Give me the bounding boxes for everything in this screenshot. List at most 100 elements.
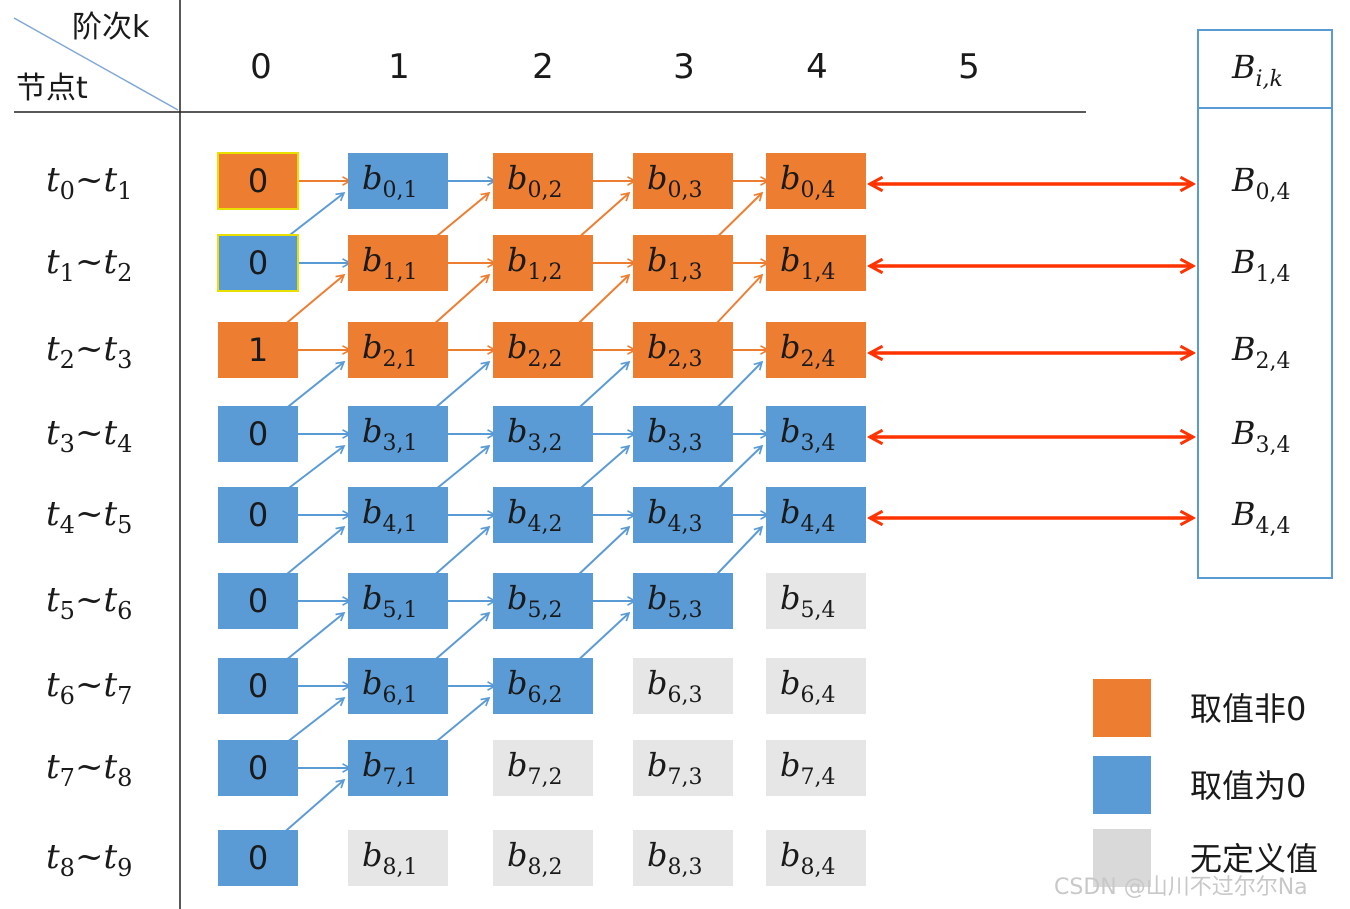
basis-label: b5,3 <box>647 579 702 623</box>
result-value: B0,4 <box>1231 161 1291 205</box>
basis-label: b8,3 <box>647 836 702 880</box>
basis-label: b1,4 <box>780 241 835 285</box>
basis-cell <box>348 658 448 714</box>
legend-swatch <box>1093 829 1151 887</box>
basis-label: b2,1 <box>362 328 417 372</box>
basis-value: 0 <box>248 667 268 705</box>
basis-label: b0,1 <box>362 159 417 203</box>
basis-cell <box>766 740 866 796</box>
basis-label: b8,1 <box>362 836 417 880</box>
legend-label: 无定义值 <box>1190 840 1318 878</box>
basis-value: 0 <box>248 496 268 534</box>
interval-label: t5~t6 <box>46 580 132 625</box>
basis-cell <box>633 573 733 629</box>
basis-value: 0 <box>248 582 268 620</box>
basis-cell <box>766 322 866 378</box>
basis-label: b5,4 <box>780 579 835 623</box>
basis-label: b0,3 <box>647 159 702 203</box>
basis-cell <box>348 322 448 378</box>
basis-cell <box>493 406 593 462</box>
basis-cell-order-0 <box>218 322 298 378</box>
order-header: 1 <box>388 47 410 87</box>
order-axis-label: 阶次k <box>72 10 150 45</box>
basis-cell-order-0 <box>218 487 298 543</box>
result-column: Bi,k B0,4 B1,4 B2,4 B3,4 B4,4 <box>1197 29 1333 579</box>
basis-label: b0,4 <box>780 159 835 203</box>
interval-label: t2~t3 <box>46 329 132 374</box>
basis-label: b3,2 <box>507 412 562 456</box>
basis-cell <box>348 573 448 629</box>
basis-cell <box>766 830 866 886</box>
basis-label: b1,1 <box>362 241 417 285</box>
basis-label: b5,1 <box>362 579 417 623</box>
basis-cell-order-0 <box>218 573 298 629</box>
basis-cell <box>348 740 448 796</box>
basis-label: b7,2 <box>507 746 562 790</box>
node-axis-label: 节点t <box>16 71 88 106</box>
basis-value: 0 <box>248 839 268 877</box>
basis-cell <box>633 235 733 291</box>
order-headers: 0 1 2 3 4 5 <box>250 47 980 87</box>
basis-cell <box>493 830 593 886</box>
basis-label: b7,4 <box>780 746 835 790</box>
basis-label: b4,2 <box>507 493 562 537</box>
basis-cell <box>766 487 866 543</box>
basis-label: b3,1 <box>362 412 417 456</box>
basis-label: b4,3 <box>647 493 702 537</box>
basis-value: 0 <box>248 415 268 453</box>
result-column-frame <box>1197 29 1333 579</box>
legend: 取值非0 取值为0 无定义值 <box>1093 679 1318 887</box>
basis-label: b2,2 <box>507 328 562 372</box>
result-value: B1,4 <box>1231 243 1291 287</box>
basis-label: b3,4 <box>780 412 835 456</box>
basis-label: b1,2 <box>507 241 562 285</box>
interval-label: t3~t4 <box>46 413 132 458</box>
basis-label: b8,2 <box>507 836 562 880</box>
basis-cell-order-0 <box>218 406 298 462</box>
result-column-header: Bi,k <box>1231 48 1283 92</box>
basis-cell <box>493 487 593 543</box>
basis-label: b2,3 <box>647 328 702 372</box>
interval-labels: t0~t1 t1~t2 t2~t3 t3~t4 t4~t5 t5~t6 t6~t7 t7~t8… <box>46 160 132 882</box>
basis-cell-order-0 <box>218 830 298 886</box>
basis-cell <box>766 573 866 629</box>
basis-cell <box>348 830 448 886</box>
basis-cells: 0 b0,1 b0,2 b0,3 b0,4 0 b1,1 b1,2 b1,3 b1,4 1 b2,1 b… <box>217 152 866 886</box>
result-value: B4,4 <box>1231 495 1291 539</box>
result-values: B0,4 B1,4 B2,4 B3,4 B4,4 <box>1231 161 1291 539</box>
basis-cell <box>633 153 733 209</box>
basis-cell <box>633 658 733 714</box>
header-diagonal <box>13 17 179 111</box>
basis-cell <box>348 235 448 291</box>
basis-cell <box>633 322 733 378</box>
legend-swatch <box>1093 756 1151 814</box>
interval-label: t8~t9 <box>46 837 132 882</box>
basis-cell <box>766 406 866 462</box>
order-header: 4 <box>806 47 828 87</box>
interval-label: t6~t7 <box>46 665 132 710</box>
basis-cell-order-0 <box>217 234 299 292</box>
basis-label: b2,4 <box>780 328 835 372</box>
basis-cell <box>348 406 448 462</box>
basis-cell-order-0 <box>218 740 298 796</box>
order-header: 0 <box>250 47 272 87</box>
basis-cell <box>633 830 733 886</box>
basis-label: b3,3 <box>647 412 702 456</box>
basis-value: 0 <box>248 244 268 282</box>
legend-label: 取值非0 <box>1190 690 1306 728</box>
interval-label: t0~t1 <box>46 160 132 205</box>
basis-cell-order-0 <box>217 152 299 210</box>
basis-cell <box>493 573 593 629</box>
basis-label: b6,3 <box>647 664 702 708</box>
basis-cell <box>493 235 593 291</box>
basis-value: 0 <box>248 162 268 200</box>
result-value: B2,4 <box>1231 330 1291 374</box>
basis-label: b0,2 <box>507 159 562 203</box>
order-header: 5 <box>958 47 980 87</box>
legend-label: 取值为0 <box>1190 767 1306 805</box>
order-header: 3 <box>673 47 695 87</box>
basis-label: b1,3 <box>647 241 702 285</box>
basis-label: b7,1 <box>362 746 417 790</box>
basis-label: b5,2 <box>507 579 562 623</box>
